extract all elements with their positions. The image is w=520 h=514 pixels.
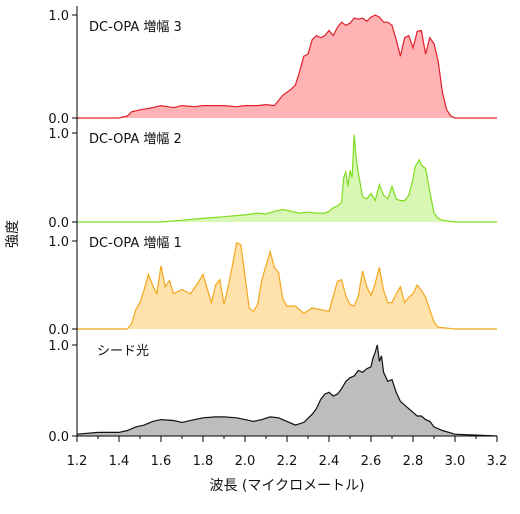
series-label: DC-OPA 増幅 3 xyxy=(89,20,182,35)
x-tick-label: 3.0 xyxy=(445,454,466,469)
x-tick-label: 2.8 xyxy=(403,454,424,469)
series-line xyxy=(77,134,497,223)
chart-panels: 0.01.0DC-OPA 増幅 30.01.0 DC-OPA 増幅 20.01.0… xyxy=(48,6,498,445)
series-line xyxy=(77,14,497,119)
series-label: DC-OPA 増幅 2 xyxy=(89,132,182,147)
y-tick-label: 1.0 xyxy=(48,9,69,24)
series-area xyxy=(77,15,497,118)
y-tick-label: 0.0 xyxy=(48,323,69,338)
series-label: DC-OPA 増幅 1 xyxy=(89,236,182,251)
y-tick-label: 0.0 xyxy=(48,216,69,231)
x-tick-label: 1.2 xyxy=(67,454,88,469)
x-tick-label: 2.6 xyxy=(361,454,382,469)
panel-3: 0.0 1.0 DC-OPA 増幅 1 xyxy=(48,222,497,338)
x-axis: 1.2 1.4 1.6 1.8 2.0 2.2 2.4 2.6 2.8 3.0 3.2 xyxy=(67,435,508,469)
panel-1: 0.0 1.0 DC-OPA 増幅 3 xyxy=(48,6,497,127)
series-line xyxy=(77,241,497,330)
y-tick-label: 0.0 xyxy=(48,430,69,445)
x-tick-label: 1.4 xyxy=(109,454,130,469)
x-tick-label: 2.4 xyxy=(319,454,340,469)
x-tick-label: 2.0 xyxy=(235,454,256,469)
x-tick-label: 2.2 xyxy=(277,454,298,469)
x-tick-label: 1.6 xyxy=(151,454,172,469)
series-label: シード光 xyxy=(97,344,149,359)
y-tick-label: 1.0 xyxy=(48,127,69,142)
series-line xyxy=(76,344,498,437)
y-tick-label: 0.0 xyxy=(48,112,69,127)
series-area xyxy=(77,134,497,222)
x-tick-label: 3.2 xyxy=(487,454,508,469)
x-axis-label: 波長 (マイクロメートル) xyxy=(209,478,364,494)
y-axis-label: 強度 xyxy=(5,220,21,248)
y-tick-label: 1.0 xyxy=(48,235,69,250)
panel-2: 0.0 1.0 DC-OPA 増幅 2 xyxy=(48,118,497,231)
series-area xyxy=(77,345,497,436)
panel-4: 0.0 1.0 シード光 xyxy=(48,329,498,445)
y-tick-label: 1.0 xyxy=(48,339,69,354)
series-area xyxy=(77,242,497,329)
x-tick-label: 1.8 xyxy=(193,454,214,469)
